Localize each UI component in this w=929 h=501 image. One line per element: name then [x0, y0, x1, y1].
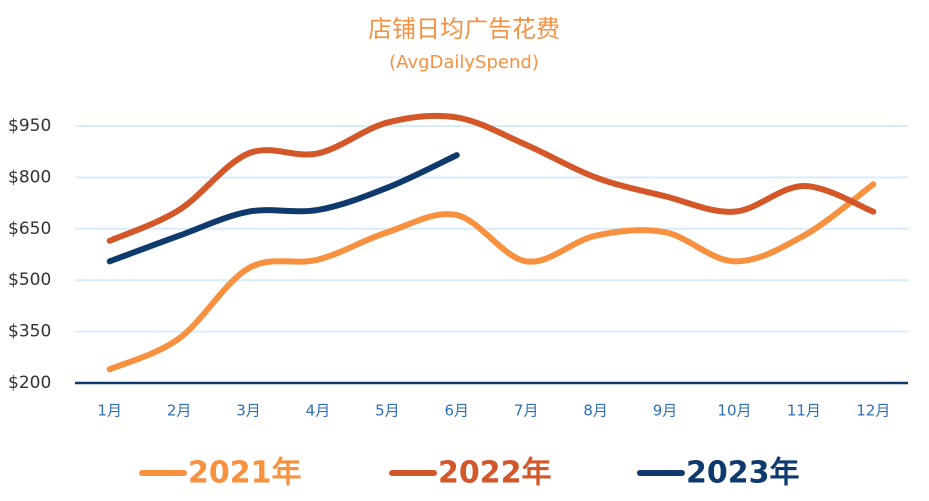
legend-label: 2021年 — [188, 456, 302, 491]
x-tick-label: 2月 — [167, 402, 192, 420]
chart-title: 店铺日均广告花费 — [368, 15, 560, 43]
legend-label: 2023年 — [686, 456, 800, 491]
x-tick-label: 6月 — [445, 402, 470, 420]
x-tick-label: 7月 — [514, 402, 539, 420]
y-tick-label: $500 — [8, 270, 51, 290]
y-tick-label: $650 — [8, 219, 51, 239]
x-tick-label: 12月 — [856, 402, 890, 420]
x-tick-label: 10月 — [717, 402, 751, 420]
data-line — [106, 181, 877, 373]
y-tick-label: $800 — [8, 167, 51, 187]
chart-subtitle: (AvgDailySpend) — [389, 52, 539, 73]
x-tick-label: 5月 — [375, 402, 400, 420]
x-tick-label: 1月 — [97, 402, 122, 420]
x-tick-label: 11月 — [787, 402, 821, 420]
y-tick-label: $950 — [8, 116, 51, 136]
legend-label: 2022年 — [438, 456, 552, 491]
y-tick-label: $200 — [8, 373, 51, 393]
x-tick-label: 3月 — [236, 402, 261, 420]
data-line — [106, 112, 877, 244]
x-tick-label: 4月 — [306, 402, 331, 420]
data-line — [106, 152, 460, 265]
x-tick-label: 9月 — [653, 402, 678, 420]
x-tick-label: 8月 — [583, 402, 608, 420]
y-tick-label: $350 — [8, 322, 51, 342]
